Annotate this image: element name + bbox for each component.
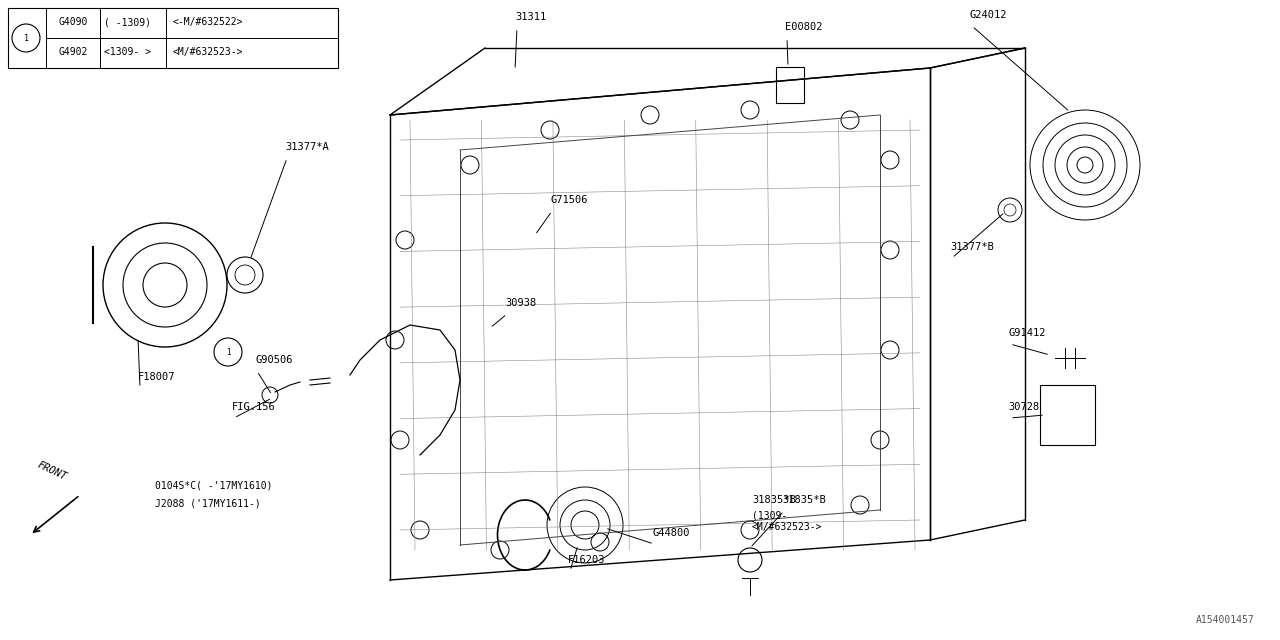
Text: G71506: G71506 bbox=[550, 195, 588, 205]
Text: <1309- >: <1309- > bbox=[104, 47, 151, 57]
Text: <-M/#632522>: <-M/#632522> bbox=[173, 17, 243, 27]
Text: 31835*B: 31835*B bbox=[782, 495, 826, 505]
Text: G90506: G90506 bbox=[255, 355, 293, 365]
Text: 31377*A: 31377*A bbox=[285, 142, 329, 152]
FancyBboxPatch shape bbox=[8, 8, 338, 68]
Text: <M/#632523->: <M/#632523-> bbox=[173, 47, 243, 57]
Text: G24012: G24012 bbox=[970, 10, 1007, 20]
Text: ( -1309): ( -1309) bbox=[104, 17, 151, 27]
Text: G4090: G4090 bbox=[58, 17, 87, 27]
Text: 31835*B: 31835*B bbox=[753, 495, 796, 505]
Text: 31311: 31311 bbox=[515, 12, 547, 22]
Text: 1: 1 bbox=[23, 33, 28, 42]
Text: J2088 ('17MY1611-): J2088 ('17MY1611-) bbox=[155, 498, 261, 508]
Text: 0104S*C( -'17MY1610): 0104S*C( -'17MY1610) bbox=[155, 480, 273, 490]
Text: FRONT: FRONT bbox=[36, 460, 68, 482]
Text: F16203: F16203 bbox=[568, 555, 605, 565]
FancyBboxPatch shape bbox=[1039, 385, 1094, 445]
Text: 31377*B: 31377*B bbox=[950, 242, 993, 252]
Text: G91412: G91412 bbox=[1009, 328, 1046, 338]
Text: F18007: F18007 bbox=[138, 372, 175, 382]
Text: 30728: 30728 bbox=[1009, 402, 1039, 412]
Text: 30938: 30938 bbox=[506, 298, 536, 308]
Text: FIG.156: FIG.156 bbox=[232, 402, 275, 412]
Text: A154001457: A154001457 bbox=[1197, 615, 1254, 625]
Text: 1: 1 bbox=[225, 348, 230, 356]
Text: G44800: G44800 bbox=[652, 528, 690, 538]
Text: (1309-: (1309- bbox=[753, 510, 787, 520]
FancyBboxPatch shape bbox=[776, 67, 804, 103]
Text: G4902: G4902 bbox=[58, 47, 87, 57]
Text: E00802: E00802 bbox=[785, 22, 823, 32]
Text: <M/#632523->: <M/#632523-> bbox=[753, 522, 823, 532]
